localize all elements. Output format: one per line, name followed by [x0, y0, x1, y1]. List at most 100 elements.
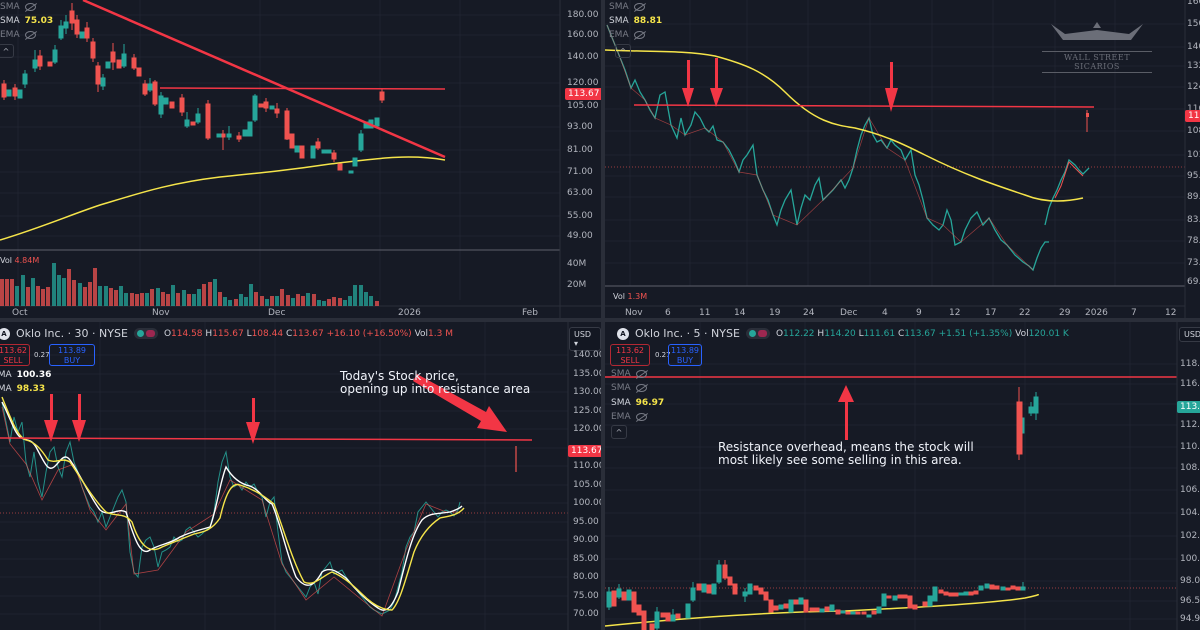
time-tick: 4 — [882, 308, 888, 318]
legend-ema[interactable]: EMA — [609, 30, 645, 40]
eye-hidden-icon[interactable] — [24, 31, 36, 39]
price-tick: 100. — [1180, 554, 1200, 564]
legend-sma-white[interactable]: SMA 100.36 — [0, 370, 51, 380]
currency-label: USD — [1184, 330, 1200, 339]
price-tick: 55.00 — [567, 211, 593, 221]
hourly-chart-panel[interactable]: WALL STREET SICARIOS SMA SMA 88.81 EMA ^… — [605, 0, 1200, 318]
ohlc-values: O114.58 H115.67 L108.44 C113.67 +16.10 (… — [163, 328, 453, 339]
collapse-legend-button[interactable]: ^ — [615, 44, 631, 58]
market-status-toggle[interactable] — [745, 328, 770, 339]
volume-label: Vol — [0, 256, 12, 265]
daily-chart-canvas[interactable] — [0, 0, 601, 318]
legend-sma-value: 96.97 — [635, 398, 665, 408]
price-tick: 140.00 — [567, 52, 599, 62]
panel-divider-vertical[interactable] — [601, 0, 605, 630]
sell-price: 113.62 — [0, 346, 27, 355]
volume-legend: Vol 4.84M — [0, 256, 39, 265]
volume-tick: 40M — [567, 259, 587, 269]
price-tick: 135.00 — [573, 369, 601, 379]
legend-sma-3[interactable]: SMA 96.97 — [611, 398, 664, 408]
price-tick: 95. — [1187, 171, 1200, 181]
legend-sma-yellow[interactable]: SMA 98.33 — [0, 384, 45, 394]
buy-button[interactable]: 113.89 BUY — [668, 344, 702, 366]
price-tick: 105.00 — [567, 101, 599, 111]
time-tick: 24 — [803, 308, 815, 318]
price-tick: 108. — [1180, 463, 1200, 473]
thirty-min-chart-panel[interactable]: A Oklo Inc. · 30 · NYSE O114.58 H115.67 … — [0, 322, 601, 630]
price-tick: 71.00 — [567, 167, 593, 177]
buy-price: 113.89 — [671, 346, 699, 355]
time-tick: 22 — [1019, 308, 1031, 318]
eye-hidden-icon[interactable] — [633, 3, 645, 11]
eye-hidden-icon[interactable] — [635, 370, 647, 378]
last-price-tag: 113.67 — [568, 445, 601, 457]
price-tick: 63.00 — [567, 188, 593, 198]
hourly-chart-canvas[interactable] — [605, 0, 1200, 318]
thirty-min-chart-canvas[interactable] — [0, 322, 601, 630]
legend-ema-name: EMA — [611, 412, 631, 422]
time-tick: 12 — [949, 308, 961, 318]
last-price-tag: 113 — [1185, 110, 1200, 122]
sell-label: SELL — [620, 356, 640, 365]
sell-button[interactable]: 113.62 SELL — [610, 344, 650, 366]
legend-sma-1[interactable]: SMA — [0, 2, 36, 12]
resistance-line[interactable] — [0, 437, 533, 441]
eye-hidden-icon[interactable] — [635, 413, 647, 421]
legend-sma-2[interactable]: SMA 75.03 — [0, 16, 53, 26]
legend-ema[interactable]: EMA — [611, 412, 647, 422]
collapse-legend-button[interactable]: ^ — [611, 425, 627, 439]
volume-value: 1.3M — [627, 292, 648, 301]
resistance-line[interactable] — [159, 87, 446, 90]
legend-sma-2[interactable]: SMA 88.81 — [609, 16, 662, 26]
sell-price: 113.62 — [616, 346, 644, 355]
volume-label: Vol — [613, 292, 625, 301]
price-tick: 150 — [1187, 19, 1200, 29]
eye-hidden-icon[interactable] — [633, 31, 645, 39]
descending-trendline[interactable] — [82, 0, 446, 159]
price-tick: 160 — [1187, 0, 1200, 7]
five-min-chart-canvas[interactable] — [605, 322, 1200, 630]
price-tick: 75.00 — [573, 591, 599, 601]
daily-chart-panel[interactable]: SMA SMA 75.03 EMA ^ 180.00 160.00 140.00… — [0, 0, 601, 318]
price-tick: 102. — [1180, 531, 1200, 541]
chart-header: A Oklo Inc. · 30 · NYSE O114.58 H115.67 … — [0, 327, 453, 340]
price-tick: 180.00 — [567, 10, 599, 20]
ohlc-values: O112.22 H114.20 L111.61 C113.67 +1.51 (+… — [775, 328, 1069, 339]
time-tick: 17 — [985, 308, 997, 318]
price-tick: 96.5 — [1180, 596, 1200, 606]
buy-button[interactable]: 113.89 BUY — [49, 344, 95, 366]
symbol-title[interactable]: Oklo Inc. · 5 · NYSE — [635, 327, 740, 340]
market-status-toggle[interactable] — [133, 328, 158, 339]
time-tick: 6 — [665, 308, 671, 318]
legend-sma-value: 98.33 — [16, 384, 46, 394]
eye-hidden-icon[interactable] — [24, 3, 36, 11]
legend-sma-2[interactable]: SMA — [611, 383, 647, 393]
legend-sma-1[interactable]: SMA — [609, 2, 645, 12]
time-tick: Nov — [625, 308, 643, 318]
collapse-legend-button[interactable]: ^ — [0, 44, 14, 58]
price-tick: 81.00 — [567, 145, 593, 155]
currency-label: USD — [574, 330, 592, 339]
last-price-tag: 113.67 — [565, 88, 601, 100]
resistance-line[interactable] — [633, 104, 1095, 108]
sma-yellow-line — [1, 396, 465, 611]
price-tick: 118. — [1180, 359, 1200, 369]
price-tick: 110.00 — [573, 461, 601, 471]
currency-selector[interactable]: USD — [1179, 327, 1200, 342]
legend-sma-1[interactable]: SMA — [611, 369, 647, 379]
panel-divider-horizontal[interactable] — [0, 318, 1200, 322]
legend-sma-2-name: SMA — [609, 16, 629, 26]
currency-selector[interactable]: USD ▾ — [569, 327, 601, 351]
symbol-logo-icon: A — [617, 327, 629, 340]
price-tick: 73. — [1187, 258, 1200, 268]
five-min-chart-panel[interactable]: A Oklo Inc. · 5 · NYSE O112.22 H114.20 L… — [605, 322, 1200, 630]
watermark-logo: WALL STREET SICARIOS — [1042, 22, 1152, 73]
sell-button[interactable]: 113.62 SELL — [0, 344, 30, 366]
eye-hidden-icon[interactable] — [635, 384, 647, 392]
buy-label: BUY — [63, 356, 81, 365]
legend-ema[interactable]: EMA — [0, 30, 36, 40]
symbol-title[interactable]: Oklo Inc. · 30 · NYSE — [16, 327, 128, 340]
touch-arrows — [682, 58, 898, 112]
price-tick: 70.00 — [573, 609, 599, 619]
legend-sma-value: 100.36 — [16, 370, 52, 380]
